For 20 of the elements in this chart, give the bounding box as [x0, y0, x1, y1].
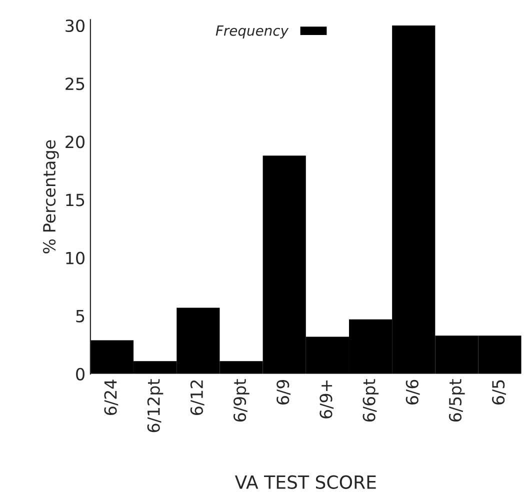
y-tick-label: 15 [66, 194, 84, 206]
x-axis-title: VA TEST SCORE [234, 475, 376, 489]
y-tick-label: 10 [66, 252, 84, 264]
x-tick-label: 6/12 [190, 380, 204, 416]
x-tick-label: 6/5pt [448, 379, 465, 422]
x-tick-label: 6/24 [104, 380, 118, 416]
y-tick-label: 30 [66, 19, 84, 32]
x-tick-label: 6/6 [406, 380, 420, 404]
y-tick-label: 25 [66, 78, 84, 90]
y-axis-title: % Percentage [42, 140, 59, 254]
legend-label: Frequency [216, 26, 289, 39]
x-tick-label: 6/6pt [362, 379, 379, 422]
y-tick-label: 20 [66, 136, 84, 148]
x-tick-label: 6/12pt [147, 379, 164, 432]
x-tick-label: 6/5 [492, 380, 506, 404]
y-tick-label: 5 [76, 310, 84, 322]
x-tick-label: 6/9pt [233, 379, 250, 422]
x-tick-label: 6/9+ [320, 380, 334, 418]
y-tick-label: 0 [76, 368, 84, 380]
x-tick-label: 6/9 [276, 380, 290, 404]
